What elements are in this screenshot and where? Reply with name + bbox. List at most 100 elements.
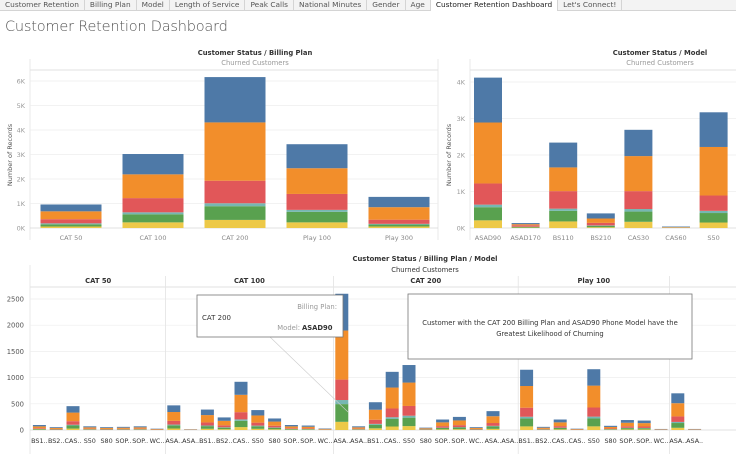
bar-cat-50-3[interactable] xyxy=(83,426,97,430)
bar-cat-200-0[interactable] xyxy=(335,293,349,430)
bar-segment-red xyxy=(637,426,651,428)
bar-play-300-1[interactable] xyxy=(688,428,702,430)
bar-cat-200-9[interactable] xyxy=(486,411,500,430)
bar-cat-100-9[interactable] xyxy=(318,428,332,430)
bar-cat-100-8[interactable] xyxy=(301,425,315,430)
bar-cat-200-5[interactable] xyxy=(419,427,433,430)
bar-segment-yellow xyxy=(335,421,349,430)
bar-play-100-3[interactable] xyxy=(570,428,584,430)
bar-play-300-0[interactable] xyxy=(671,393,685,430)
bar-bs210[interactable] xyxy=(586,213,615,228)
x-tick-label: S50 xyxy=(707,234,719,242)
bar-cat-100-3[interactable] xyxy=(217,417,231,430)
bar-cat-50-0[interactable] xyxy=(32,425,46,430)
bar-segment-red xyxy=(474,183,502,205)
bar-cat-200-4[interactable] xyxy=(402,365,416,430)
bar-segment-blue xyxy=(402,365,416,383)
bar-cas30[interactable] xyxy=(624,129,653,228)
tab-customer-retention[interactable]: Customer Retention xyxy=(0,0,85,11)
bar-segment-red xyxy=(32,428,46,429)
x-tick-label: S80 xyxy=(268,437,280,445)
tab-national-minutes[interactable]: National Minutes xyxy=(294,0,368,11)
tab-customer-retention-dashboard[interactable]: Customer Retention Dashboard xyxy=(430,0,559,11)
bar-play-100[interactable] xyxy=(286,144,348,228)
bar-segment-orange xyxy=(49,427,63,429)
bar-play-300[interactable] xyxy=(368,196,430,228)
bar-cat-100-0[interactable] xyxy=(167,405,181,430)
tab-billing-plan[interactable]: Billing Plan xyxy=(85,0,137,11)
bar-segment-orange xyxy=(419,428,433,430)
bar-bs110[interactable] xyxy=(549,142,578,228)
panel-header: CAT 50 xyxy=(85,277,111,285)
bar-segment-orange xyxy=(604,426,618,429)
tab-let-s-connect[interactable]: Let's Connect! xyxy=(558,0,623,11)
bar-segment-teal xyxy=(40,223,102,225)
bar-segment-red xyxy=(368,219,430,224)
bar-cat-100-7[interactable] xyxy=(284,425,298,430)
tab-length-of-service[interactable]: Length of Service xyxy=(170,0,246,11)
bar-cat-50-7[interactable] xyxy=(150,428,164,430)
bar-segment-orange xyxy=(318,428,332,430)
bar-cat-100-5[interactable] xyxy=(251,410,265,430)
billing-plan-model-chart-title: Customer Status / Billing Plan / Model xyxy=(352,255,497,263)
bar-segment-red xyxy=(122,198,184,213)
annotation-connector-line xyxy=(269,336,349,413)
bar-cat-50[interactable] xyxy=(40,204,102,228)
bar-cat-200-3[interactable] xyxy=(385,371,399,430)
bar-segment-orange xyxy=(402,382,416,406)
bar-cat-100-1[interactable] xyxy=(184,429,198,430)
bar-play-100-0[interactable] xyxy=(520,369,534,430)
tab-peak-calls[interactable]: Peak Calls xyxy=(245,0,295,11)
x-tick-label: SOP.. xyxy=(300,437,316,445)
bar-cas60[interactable] xyxy=(662,226,690,228)
bar-segment-red xyxy=(511,225,540,227)
billing-plan-chart: Customer Status / Billing Plan Churned C… xyxy=(6,49,439,242)
bar-segment-red xyxy=(301,428,315,430)
bar-segment-green xyxy=(368,424,382,429)
bar-segment-blue xyxy=(40,204,102,212)
bar-play-100-1[interactable] xyxy=(536,426,550,430)
bar-cat-200-2[interactable] xyxy=(368,402,382,430)
bar-segment-blue xyxy=(536,426,550,428)
bar-play-100-6[interactable] xyxy=(620,420,634,430)
tab-gender[interactable]: Gender xyxy=(367,0,406,11)
bar-cat-200-8[interactable] xyxy=(469,427,483,430)
bar-play-100-4[interactable] xyxy=(587,369,601,430)
x-tick-label: S50 xyxy=(252,437,264,445)
x-tick-label: SOP.. xyxy=(451,437,467,445)
bar-cat-100[interactable] xyxy=(122,154,184,228)
bar-segment-green xyxy=(620,428,634,430)
bar-cat-200-6[interactable] xyxy=(436,419,450,430)
bar-cat-50-5[interactable] xyxy=(116,426,130,430)
bar-play-100-2[interactable] xyxy=(553,419,567,430)
bar-segment-blue xyxy=(368,402,382,410)
x-tick-label: WC.. xyxy=(150,437,165,445)
tab-age[interactable]: Age xyxy=(406,0,431,11)
bar-s50[interactable] xyxy=(699,112,728,228)
bar-cat-50-6[interactable] xyxy=(133,426,147,430)
bar-play-100-5[interactable] xyxy=(604,425,618,430)
bar-cat-100-2[interactable] xyxy=(200,409,214,430)
bar-segment-blue xyxy=(587,369,601,386)
bar-play-100-7[interactable] xyxy=(637,420,651,430)
bar-cat-50-4[interactable] xyxy=(100,427,114,430)
bar-segment-red xyxy=(436,426,450,428)
bar-segment-blue xyxy=(699,112,728,147)
bar-cat-200[interactable] xyxy=(204,77,266,228)
tab-model[interactable]: Model xyxy=(137,0,170,11)
bar-cat-50-2[interactable] xyxy=(66,406,80,430)
bar-cat-100-6[interactable] xyxy=(268,418,282,430)
bar-segment-blue xyxy=(251,410,265,416)
bar-cat-200-1[interactable] xyxy=(352,426,366,430)
bar-play-100-8[interactable] xyxy=(654,428,668,430)
bar-segment-blue xyxy=(385,371,399,388)
y-tick-label: 1500 xyxy=(7,348,24,356)
bar-cat-100-4[interactable] xyxy=(234,381,248,430)
bar-asad170[interactable] xyxy=(511,223,540,228)
y-tick-label: 1K xyxy=(457,188,466,196)
bar-segment-orange xyxy=(32,426,46,429)
bar-cat-50-1[interactable] xyxy=(49,427,63,430)
bar-asad90[interactable] xyxy=(474,77,502,228)
bar-cat-200-7[interactable] xyxy=(452,416,466,430)
bar-segment-red xyxy=(699,195,728,211)
